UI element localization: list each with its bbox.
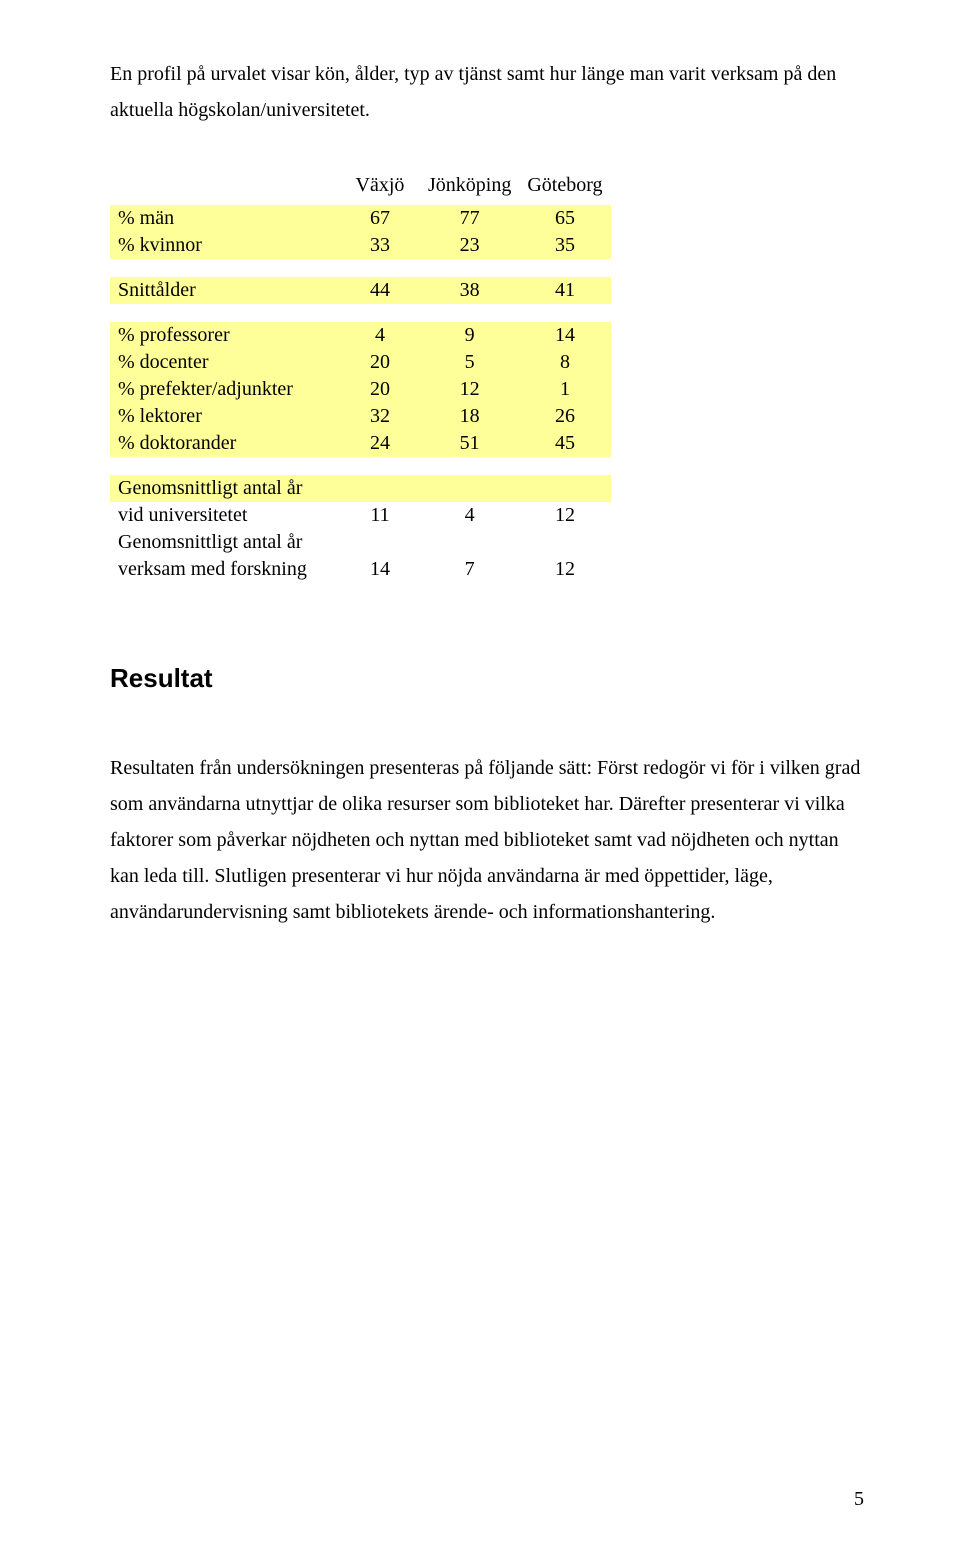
section-heading-resultat: Resultat — [110, 663, 870, 694]
row-label: % kvinnor — [110, 232, 340, 259]
row-label: % doktorander — [110, 430, 340, 457]
cell-value — [420, 475, 519, 502]
cell-value — [420, 529, 519, 556]
table-row: verksam med forskning14712 — [110, 556, 611, 583]
table-row: % kvinnor332335 — [110, 232, 611, 259]
intro-paragraph: En profil på urvalet visar kön, ålder, t… — [110, 56, 870, 128]
row-label: Genomsnittligt antal år — [110, 475, 340, 502]
table-header-row: Växjö Jönköping Göteborg — [110, 172, 611, 205]
cell-value: 20 — [340, 376, 420, 403]
row-label: verksam med forskning — [110, 556, 340, 583]
cell-value: 11 — [340, 502, 420, 529]
row-label: % lektorer — [110, 403, 340, 430]
table-group-gap — [110, 457, 611, 475]
cell-value: 5 — [420, 349, 519, 376]
cell-value: 14 — [519, 322, 610, 349]
row-label: vid universitetet — [110, 502, 340, 529]
table-row: % docenter2058 — [110, 349, 611, 376]
cell-value: 35 — [519, 232, 610, 259]
cell-value: 12 — [519, 556, 610, 583]
cell-value: 23 — [420, 232, 519, 259]
table-row: Genomsnittligt antal år — [110, 475, 611, 502]
cell-value: 32 — [340, 403, 420, 430]
col-header: Göteborg — [519, 172, 610, 205]
cell-value: 26 — [519, 403, 610, 430]
cell-value: 12 — [519, 502, 610, 529]
cell-value: 14 — [340, 556, 420, 583]
cell-value — [340, 475, 420, 502]
cell-value: 18 — [420, 403, 519, 430]
cell-value: 41 — [519, 277, 610, 304]
row-label: % prefekter/adjunkter — [110, 376, 340, 403]
cell-value: 77 — [420, 205, 519, 232]
table-group-gap — [110, 304, 611, 322]
cell-value — [340, 529, 420, 556]
table-row: % prefekter/adjunkter20121 — [110, 376, 611, 403]
page-number: 5 — [854, 1488, 864, 1511]
table-group-gap — [110, 259, 611, 277]
cell-value: 51 — [420, 430, 519, 457]
cell-value: 12 — [420, 376, 519, 403]
cell-value: 67 — [340, 205, 420, 232]
body-paragraph: Resultaten från undersökningen presenter… — [110, 750, 870, 930]
row-label: % män — [110, 205, 340, 232]
cell-value: 45 — [519, 430, 610, 457]
row-label: % professorer — [110, 322, 340, 349]
cell-value: 8 — [519, 349, 610, 376]
row-label: Genomsnittligt antal år — [110, 529, 340, 556]
table-row: Snittålder443841 — [110, 277, 611, 304]
table-row: % professorer4914 — [110, 322, 611, 349]
cell-value: 1 — [519, 376, 610, 403]
cell-value: 38 — [420, 277, 519, 304]
cell-value: 33 — [340, 232, 420, 259]
row-label: Snittålder — [110, 277, 340, 304]
cell-value: 24 — [340, 430, 420, 457]
cell-value — [519, 475, 610, 502]
cell-value — [519, 529, 610, 556]
header-blank — [110, 172, 340, 205]
cell-value: 65 — [519, 205, 610, 232]
table-row: % lektorer321826 — [110, 403, 611, 430]
cell-value: 20 — [340, 349, 420, 376]
col-header: Växjö — [340, 172, 420, 205]
table-row: % män677765 — [110, 205, 611, 232]
cell-value: 4 — [340, 322, 420, 349]
profile-table: Växjö Jönköping Göteborg % män677765% kv… — [110, 172, 611, 583]
cell-value: 9 — [420, 322, 519, 349]
col-header: Jönköping — [420, 172, 519, 205]
cell-value: 44 — [340, 277, 420, 304]
cell-value: 7 — [420, 556, 519, 583]
row-label: % docenter — [110, 349, 340, 376]
cell-value: 4 — [420, 502, 519, 529]
table-row: vid universitetet11412 — [110, 502, 611, 529]
table-row: % doktorander245145 — [110, 430, 611, 457]
table-row: Genomsnittligt antal år — [110, 529, 611, 556]
